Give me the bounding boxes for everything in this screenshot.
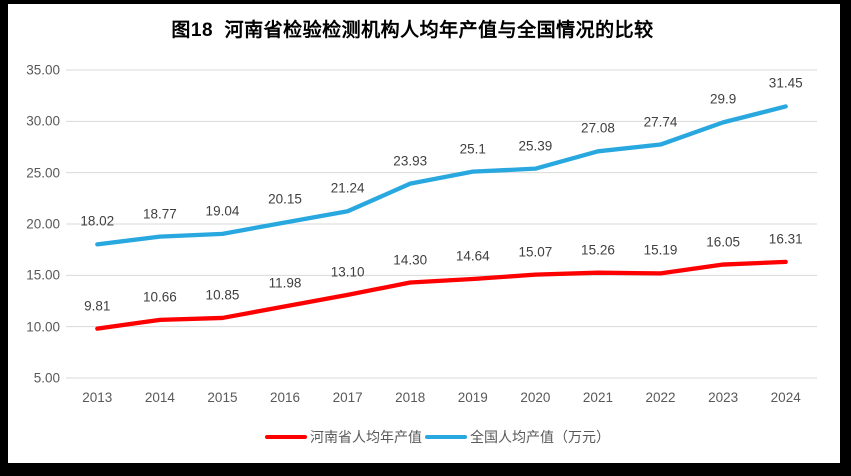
x-tick-label: 2014 <box>144 390 175 405</box>
data-label: 18.77 <box>142 206 177 222</box>
y-tick-label: 20.00 <box>26 216 60 232</box>
y-tick-label: 35.00 <box>26 62 60 78</box>
x-tick-label: 2020 <box>520 390 551 405</box>
x-tick-label: 2015 <box>207 390 238 405</box>
y-tick-label: 10.00 <box>26 319 60 335</box>
plot-area <box>66 69 817 379</box>
series-line <box>95 104 788 247</box>
data-label: 13.10 <box>330 264 365 280</box>
data-label: 20.15 <box>268 191 302 207</box>
x-tick-label: 2017 <box>332 390 363 405</box>
legend-label: 全国人均产值（万元） <box>470 429 610 445</box>
chart-canvas: 图18 河南省检验检测机构人均年产值与全国情况的比较 35.00 30.00 25.… <box>8 4 840 463</box>
data-label: 19.04 <box>205 203 240 219</box>
data-label: 18.02 <box>80 213 115 229</box>
series-line <box>95 259 788 331</box>
x-tick-label: 2023 <box>708 390 739 405</box>
data-label: 16.31 <box>768 231 803 247</box>
data-label: 23.93 <box>393 153 428 169</box>
y-tick-label: 30.00 <box>26 113 60 129</box>
x-tick-label: 2021 <box>582 390 613 405</box>
legend-label: 河南省人均年产值 <box>310 429 422 445</box>
legend: 河南省人均年产值 全国人均产值（万元） <box>23 428 851 446</box>
y-tick-label: 25.00 <box>26 165 60 181</box>
data-label: 29.9 <box>709 91 737 107</box>
data-label: 25.1 <box>459 141 486 157</box>
x-tick-label: 2018 <box>395 390 426 405</box>
data-label: 14.64 <box>455 248 490 264</box>
chart-title: 图18 河南省检验检测机构人均年产值与全国情况的比较 <box>171 20 654 41</box>
x-tick-label: 2016 <box>270 390 301 405</box>
data-label: 25.39 <box>518 138 553 154</box>
data-label: 10.85 <box>205 287 240 303</box>
legend-line-swatch <box>265 434 307 440</box>
legend-item: 全国人均产值（万元） <box>425 427 613 447</box>
data-label: 27.08 <box>581 120 615 136</box>
data-label: 15.26 <box>581 242 615 258</box>
legend-item: 河南省人均年产值 <box>265 427 425 447</box>
x-tick-label: 2022 <box>645 390 676 405</box>
x-tick-label: 2019 <box>457 390 488 405</box>
data-label: 14.30 <box>393 252 428 268</box>
y-tick-label: 15.00 <box>26 267 60 283</box>
data-label: 31.45 <box>768 75 803 91</box>
data-label: 10.66 <box>142 289 177 305</box>
x-tick-label: 2024 <box>770 390 801 405</box>
data-label: 21.24 <box>330 180 365 196</box>
data-label: 15.07 <box>518 244 553 260</box>
x-tick-label: 2013 <box>82 390 113 405</box>
data-label: 9.81 <box>84 298 111 314</box>
data-label: 11.98 <box>268 275 302 291</box>
data-label: 15.19 <box>643 242 678 258</box>
y-tick-label: 5.00 <box>33 370 60 386</box>
data-label: 27.74 <box>643 114 678 130</box>
legend-line-swatch <box>425 434 467 440</box>
data-label: 16.05 <box>706 234 741 250</box>
